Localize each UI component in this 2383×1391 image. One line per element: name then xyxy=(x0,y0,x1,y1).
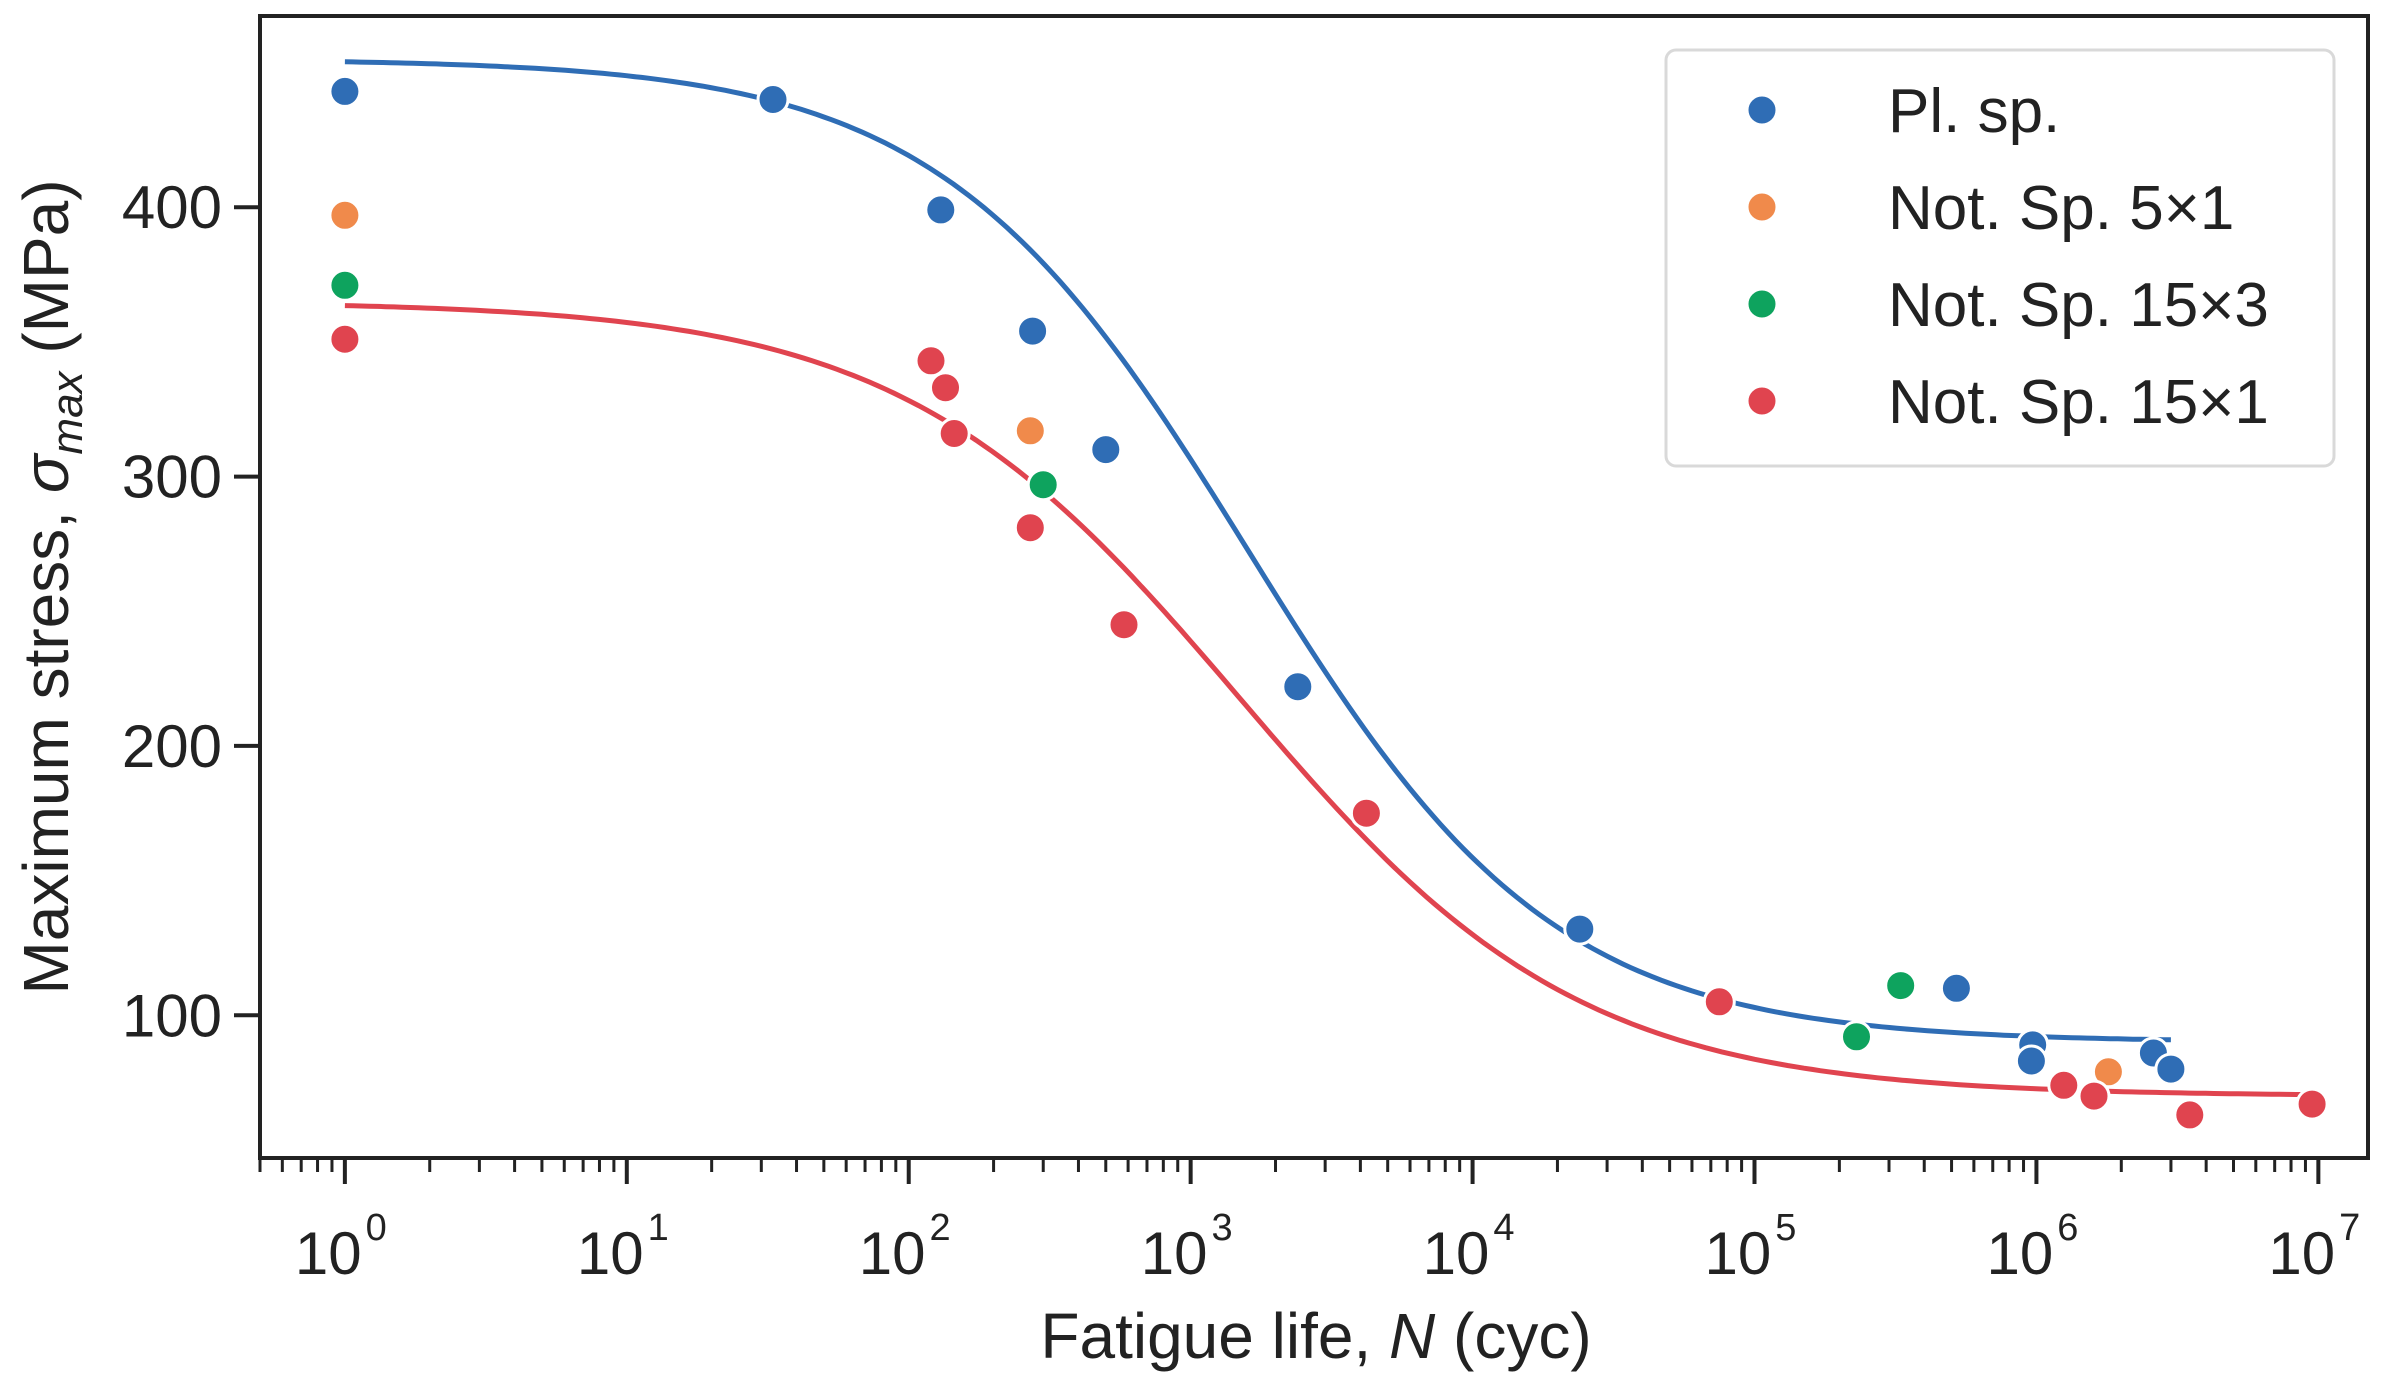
point-series-0-9 xyxy=(2014,1044,2048,1078)
legend-marker-1 xyxy=(1745,190,1779,224)
point-series-1-2 xyxy=(2091,1055,2125,1089)
point-series-2-1 xyxy=(1026,468,1060,502)
y-tick-label-2: 300 xyxy=(122,444,222,511)
legend-marker-2 xyxy=(1745,287,1779,321)
point-series-3-9 xyxy=(2077,1079,2111,1113)
data-points xyxy=(328,74,2329,1132)
legend-label-1: Not. Sp. 5×1 xyxy=(1888,174,2234,243)
point-series-3-4 xyxy=(1013,511,1047,545)
point-series-3-5 xyxy=(1107,608,1141,642)
point-series-3-2 xyxy=(929,371,962,405)
point-series-0-4 xyxy=(1089,433,1123,467)
point-series-0-5 xyxy=(1281,670,1315,704)
y-tick-label-0: 100 xyxy=(122,982,222,1049)
point-series-1-0 xyxy=(328,198,362,232)
legend-label-0: Pl. sp. xyxy=(1888,77,2060,146)
x-tick-label-3: 10 3 xyxy=(1141,1207,1233,1287)
point-series-0-3 xyxy=(1016,314,1050,348)
point-series-0-0 xyxy=(328,74,362,108)
x-tick-label-2: 10 2 xyxy=(859,1207,951,1287)
point-series-3-11 xyxy=(2295,1087,2329,1121)
point-series-2-2 xyxy=(1840,1020,1873,1054)
point-series-3-8 xyxy=(2047,1068,2081,1102)
y-axis-ticks: 100 200 300 400 xyxy=(122,174,260,1049)
point-series-2-3 xyxy=(1884,969,1918,1003)
point-series-2-0 xyxy=(328,268,362,302)
point-series-0-11 xyxy=(2154,1052,2188,1086)
point-series-3-1 xyxy=(914,344,948,378)
y-tick-label-3: 400 xyxy=(122,174,222,241)
legend: Pl. sp. Not. Sp. 5×1 Not. Sp. 15×3 Not. Sp.… xyxy=(1664,48,2336,468)
y-tick-label-1: 200 xyxy=(122,713,222,780)
plot-frame xyxy=(258,14,2370,1160)
y-axis-title: Maximum stress, σmax (MPa) xyxy=(10,179,92,994)
point-series-3-3 xyxy=(937,417,971,450)
x-tick-label-4: 10 4 xyxy=(1423,1207,1515,1287)
x-tick-label-6: 10 6 xyxy=(1986,1207,2078,1287)
point-series-3-0 xyxy=(328,322,362,356)
point-series-0-2 xyxy=(924,193,958,227)
x-axis-title: Fatigue life, N (cyc) xyxy=(1040,1300,1591,1372)
point-series-3-7 xyxy=(1702,985,1736,1019)
x-tick-label-1: 10 1 xyxy=(577,1207,669,1287)
point-series-0-6 xyxy=(1563,912,1597,946)
legend-label-2: Not. Sp. 15×3 xyxy=(1888,271,2269,340)
x-tick-label-0: 10 0 xyxy=(295,1207,387,1287)
point-series-1-1 xyxy=(1013,414,1047,448)
point-series-0-1 xyxy=(756,83,790,116)
point-series-3-6 xyxy=(1349,796,1383,830)
legend-label-3: Not. Sp. 15×1 xyxy=(1888,368,2269,437)
legend-marker-3 xyxy=(1745,384,1779,418)
fit-curve-1 xyxy=(344,303,2313,1098)
x-tick-label-7: 10 7 xyxy=(2268,1207,2360,1287)
legend-marker-0 xyxy=(1745,93,1779,127)
legend-box xyxy=(1664,48,2336,468)
legend-entries: Pl. sp. Not. Sp. 5×1 Not. Sp. 15×3 Not. Sp.… xyxy=(1745,77,2269,437)
point-series-0-7 xyxy=(1939,971,1973,1005)
point-series-3-10 xyxy=(2173,1098,2207,1132)
x-tick-label-5: 10 5 xyxy=(1705,1207,1797,1287)
x-axis-ticks: 10 0 10 1 10 2 10 3 10 4 10 5 10 6 10 7 xyxy=(258,1158,2360,1287)
